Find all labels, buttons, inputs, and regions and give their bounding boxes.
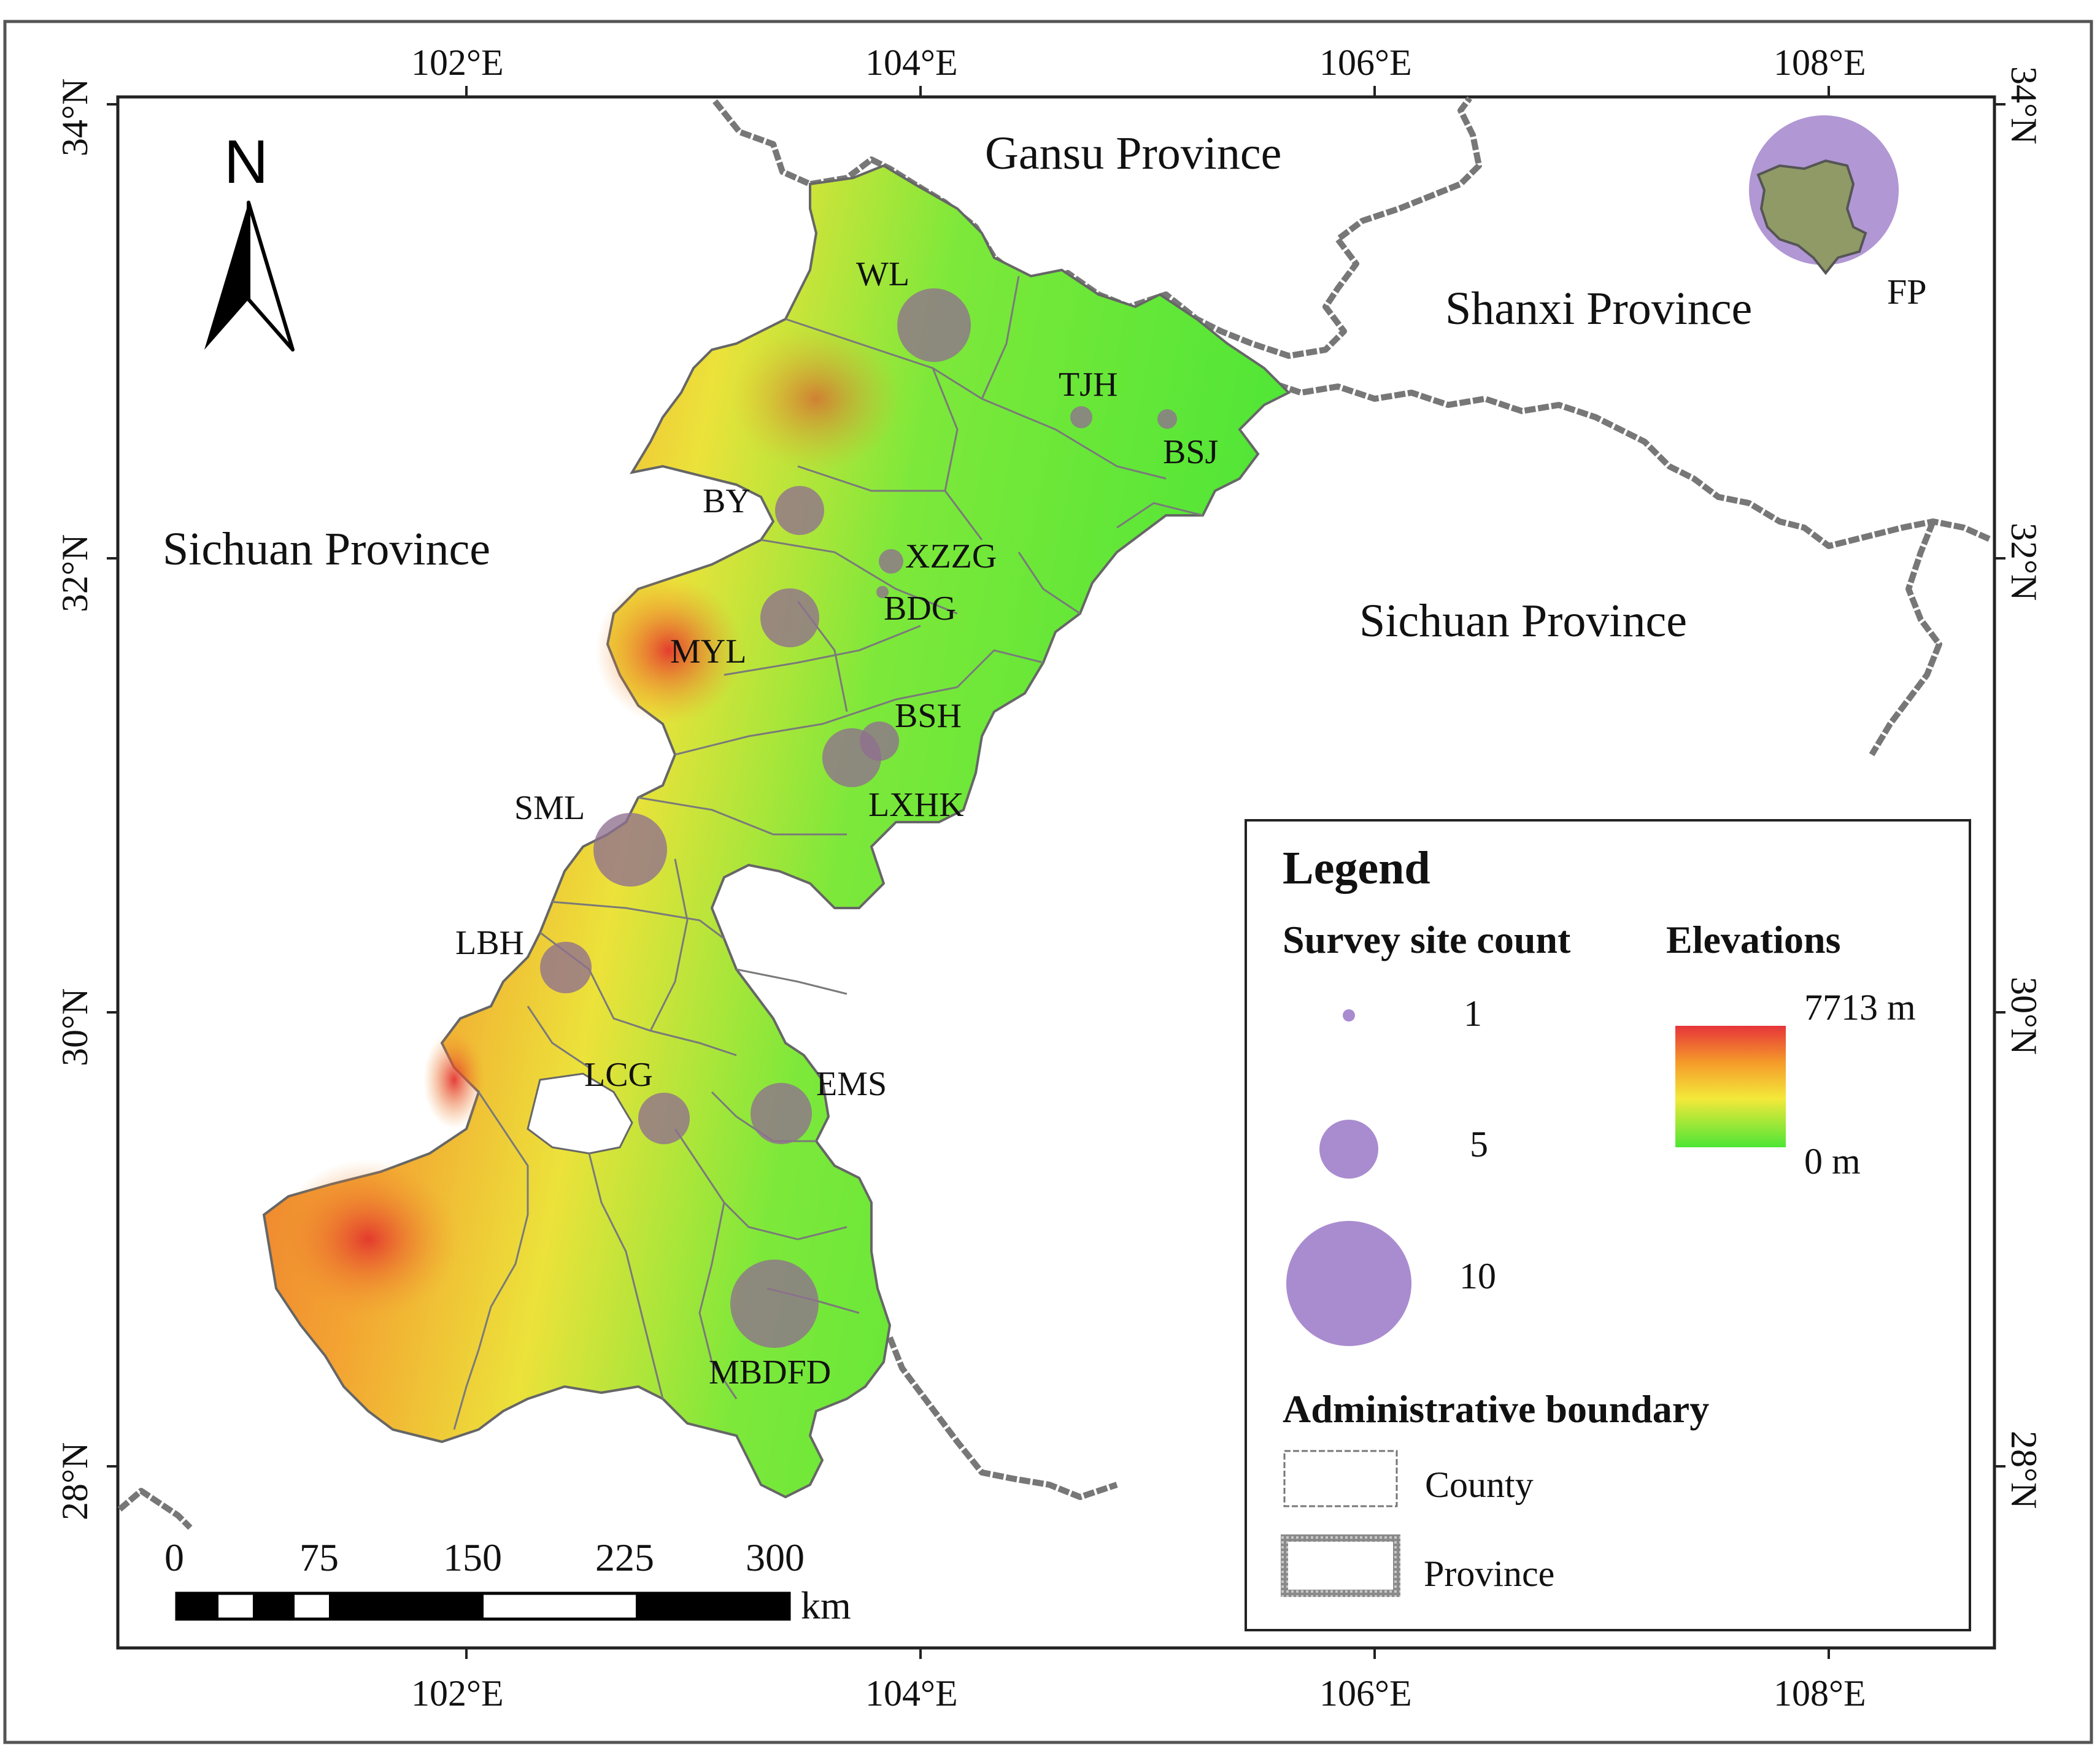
left-tick-34: 34°N	[55, 79, 95, 156]
left-tick-30: 30°N	[55, 988, 95, 1066]
site-circle-myl	[760, 588, 819, 647]
site-label-tjh: TJH	[1059, 366, 1118, 404]
top-tick-108: 108°E	[1774, 42, 1866, 83]
left-tick-32: 32°N	[55, 534, 95, 612]
legend-count-5: 5	[1470, 1124, 1488, 1164]
site-circle-ems	[751, 1083, 812, 1144]
region-label-shanxi: Shanxi Province	[1445, 283, 1752, 334]
site-label-lcg: LCG	[584, 1056, 653, 1094]
site-circle-wl	[897, 288, 971, 362]
legend-admin-title: Administrative boundary	[1283, 1387, 1709, 1431]
study-area-gap	[527, 1072, 633, 1155]
site-label-lbh: LBH	[455, 924, 524, 962]
site-label-fp: FP	[1887, 272, 1927, 312]
legend-elev-max: 7713 m	[1804, 987, 1916, 1028]
east-branch-boundary-line	[1869, 520, 1942, 756]
legend: Legend Survey site count Elevations 1 5 …	[1245, 819, 1971, 1631]
north-arrow: N	[204, 128, 295, 352]
province-boundaries	[117, 96, 1993, 1530]
fp-county-shape	[1756, 159, 1867, 275]
right-tick-30: 30°N	[2004, 977, 2044, 1055]
site-label-wl: WL	[856, 255, 909, 293]
legend-province-swatch	[1281, 1534, 1400, 1597]
legend-count-10: 10	[1459, 1256, 1496, 1296]
hotspot-myl	[595, 577, 743, 724]
bottom-tick-104: 104°E	[865, 1673, 958, 1714]
hotspot-north	[730, 325, 902, 472]
legend-county-label: County	[1425, 1464, 1534, 1505]
site-label-xzzg: XZZG	[905, 537, 997, 575]
scale-tick-300: 300	[746, 1536, 805, 1579]
site-label-ems: EMS	[816, 1065, 887, 1103]
top-tick-102: 102°E	[411, 42, 504, 83]
north-arrow-right	[247, 201, 295, 352]
legend-province-label: Province	[1424, 1553, 1554, 1594]
site-labels: WL TJH BSJ BY XZZG BDG MYL BSH LXHK SML …	[455, 255, 1218, 1391]
study-area	[262, 164, 1291, 1499]
site-circles	[540, 288, 1177, 1348]
site-label-by: BY	[703, 482, 751, 520]
legend-circle-5	[1319, 1120, 1378, 1179]
shanxi-sichuan-boundary-line	[1263, 377, 1993, 549]
site-label-bdg: BDG	[884, 590, 956, 628]
site-circle-bdg	[876, 586, 889, 598]
region-label-gansu: Gansu Province	[985, 128, 1281, 179]
legend-elev-min: 0 m	[1804, 1141, 1861, 1182]
bottom-tick-106: 106°E	[1319, 1673, 1412, 1714]
bottom-tick-108: 108°E	[1774, 1673, 1866, 1714]
top-tick-104: 104°E	[865, 42, 958, 83]
legend-circle-1	[1343, 1009, 1355, 1022]
bottom-tick-102: 102°E	[411, 1673, 504, 1714]
site-label-bsj: BSJ	[1163, 433, 1218, 471]
site-label-bsh: BSH	[895, 697, 962, 735]
north-label: N	[224, 128, 268, 196]
right-tick-28: 28°N	[2004, 1431, 2044, 1509]
legend-county-swatch	[1283, 1450, 1398, 1507]
scale-bar: 0 75 150 225 300 km	[164, 1536, 851, 1627]
site-circle-xzzg	[879, 549, 903, 574]
site-label-mbdfd: MBDFD	[709, 1353, 831, 1391]
southeast-boundary-line	[887, 1336, 1118, 1500]
north-arrow-left	[204, 202, 249, 350]
right-tick-34: 34°N	[2004, 66, 2044, 144]
site-circle-lxhk	[822, 728, 881, 787]
region-label-sichuan-east: Sichuan Province	[1359, 595, 1687, 647]
gansu-boundary-line	[712, 96, 1482, 359]
legend-elevations-title: Elevations	[1666, 918, 1840, 961]
legend-title: Legend	[1283, 842, 1430, 894]
tick-marks	[107, 86, 2005, 1659]
legend-site-count-title: Survey site count	[1283, 918, 1571, 961]
hotspot-southwest	[276, 1160, 460, 1319]
fp-inset: FP	[1749, 115, 1927, 312]
region-label-sichuan-west: Sichuan Province	[163, 523, 490, 575]
legend-elevation-ramp	[1675, 1026, 1786, 1147]
scale-tick-225: 225	[595, 1536, 654, 1579]
site-circle-lcg	[638, 1093, 690, 1144]
site-circle-tjh	[1070, 406, 1092, 428]
hotspot-west-edge	[423, 1031, 485, 1129]
site-circle-bsj	[1157, 409, 1177, 429]
site-circle-mbdfd	[730, 1260, 819, 1348]
figure-frame	[3, 20, 2093, 1744]
site-circle-lbh	[540, 942, 592, 993]
site-circle-sml	[593, 813, 667, 887]
scale-tick-75: 75	[299, 1536, 339, 1579]
site-label-sml: SML	[514, 789, 585, 827]
scale-unit: km	[801, 1584, 851, 1627]
scale-tick-0: 0	[164, 1536, 184, 1579]
axis-ticks: 102°E 104°E 106°E 108°E 102°E 104°E 106°…	[55, 42, 2044, 1714]
scale-tick-150: 150	[443, 1536, 502, 1579]
site-label-lxhk: LXHK	[868, 786, 964, 824]
site-circle-by	[775, 486, 824, 535]
legend-count-1: 1	[1464, 993, 1482, 1034]
legend-circle-10	[1286, 1221, 1411, 1346]
top-tick-106: 106°E	[1319, 42, 1412, 83]
map-frame	[116, 95, 1996, 1650]
site-label-myl: MYL	[670, 633, 746, 671]
southwest-boundary-line	[117, 1488, 193, 1530]
left-tick-28: 28°N	[55, 1442, 95, 1520]
right-tick-32: 32°N	[2004, 523, 2044, 601]
